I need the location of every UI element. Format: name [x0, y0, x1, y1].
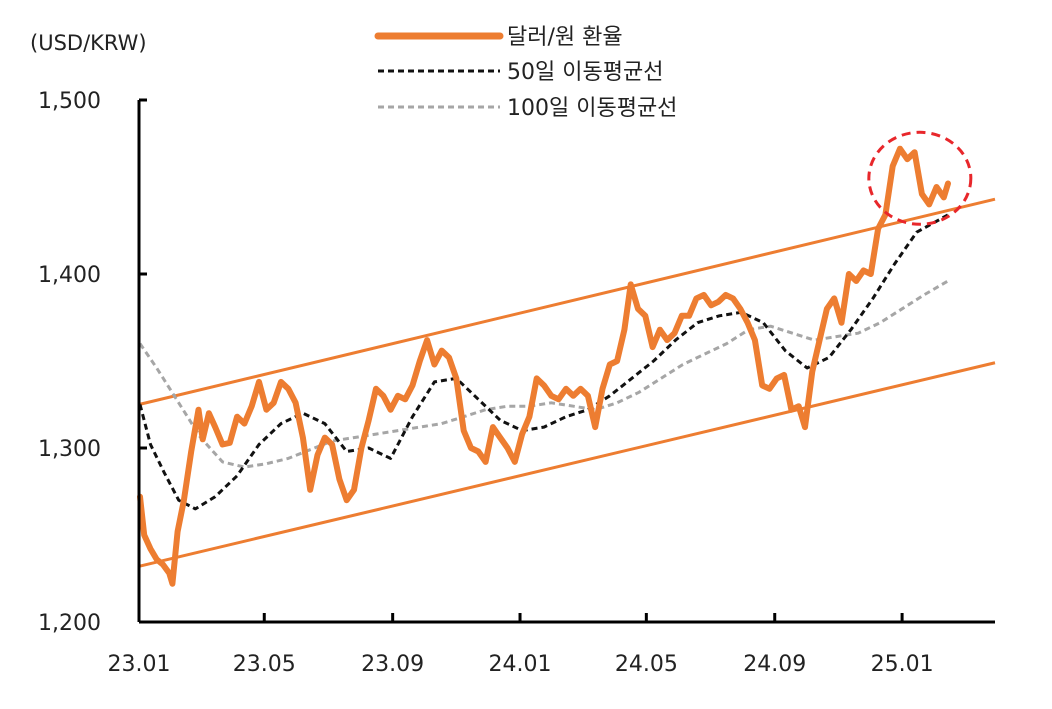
axes [137, 98, 995, 624]
x-tick-labels: 23.01 23.05 23.09 24.01 24.05 24.09 25.01 [108, 652, 934, 677]
x-tick-label: 25.01 [871, 652, 934, 677]
y-tick-label: 1,400 [38, 263, 101, 288]
y-axis-unit-label: (USD/KRW) [30, 31, 147, 55]
series-lines [137, 145, 951, 587]
y-tick-label: 1,300 [38, 437, 101, 462]
y-tick-label: 1,200 [38, 611, 101, 636]
legend-label-2: 50일 이동평균선 [507, 60, 663, 85]
channel-lines [138, 197, 996, 568]
y-tick-labels: 1,200 1,300 1,400 1,500 [38, 89, 101, 636]
x-tick-label: 24.01 [489, 652, 552, 677]
highlight-circle [867, 130, 973, 226]
channel-line-upper [138, 197, 996, 406]
legend-label-3: 100일 이동평균선 [507, 96, 677, 121]
series-line-ma100 [138, 279, 949, 469]
y-tick-label: 1,500 [38, 89, 101, 114]
x-tick-label: 23.05 [233, 652, 296, 677]
legend: 달러/원 환율 50일 이동평균선 100일 이동평균선 [374, 25, 677, 121]
x-tick-label: 24.09 [743, 652, 806, 677]
x-tick-label: 24.05 [615, 652, 678, 677]
legend-label-1: 달러/원 환율 [507, 25, 623, 50]
series-line-exchange-rate [137, 145, 951, 587]
highlight-group [867, 130, 973, 226]
channel-line-lower [138, 361, 996, 568]
x-tick-label: 23.01 [108, 652, 171, 677]
x-tick-label: 23.09 [361, 652, 424, 677]
